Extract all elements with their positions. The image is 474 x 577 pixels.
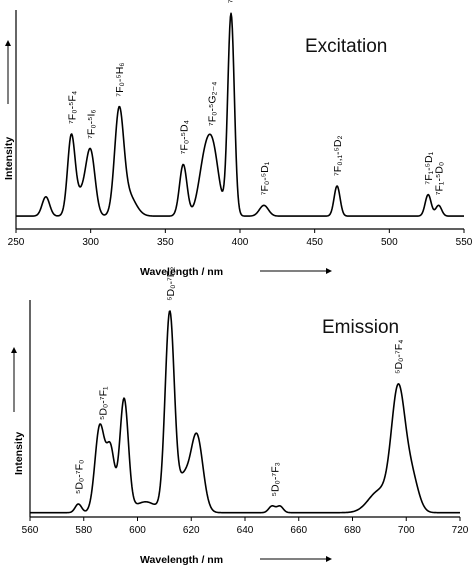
emission-panel: 560 580 600 620 640 660 680 700 720 ⁵D₀-⁷F₀⁵D₀-⁷… (11, 267, 469, 566)
excitation-x-ticks: 250 300 350 400 450 500 550 (8, 229, 473, 248)
emission-x-tick-label: 660 (290, 525, 307, 536)
emission-peak-label: ⁵D₀-⁷F₂ (165, 267, 177, 301)
excitation-peak-labels: ⁷F₀-⁵F₄ ⁷F₀-⁵I₆ ⁷F₀-⁵H₆ ⁷F₀-⁵D₄ ⁷F₀-⁵G₂₋₄ ⁷F₀… (66, 0, 445, 195)
excitation-peak-label: ⁷F₀-⁵L₆ (226, 0, 238, 3)
excitation-x-tick-label: 550 (456, 237, 473, 248)
emission-series-line (29, 310, 461, 514)
excitation-x-label: Wavelength / nm (140, 266, 223, 278)
excitation-x-tick-label: 250 (8, 237, 25, 248)
excitation-y-label: Intensity (3, 137, 15, 180)
emission-peak-label: ⁵D₀-⁷F₁ (98, 386, 110, 420)
excitation-panel: 250 300 350 400 450 500 550 ⁷F₀-⁵F₄⁷F₀-⁵I₆⁷F₀-… (3, 0, 473, 278)
excitation-x-tick-label: 500 (381, 237, 398, 248)
emission-x-tick-label: 580 (75, 525, 92, 536)
excitation-peak-label: ⁷F₀-⁵D₁ (259, 161, 271, 195)
emission-title: Emission (322, 317, 399, 338)
emission-x-arrow-head (326, 556, 332, 562)
excitation-peak-label: ⁷F₀,₁-⁵D₂ (332, 135, 344, 176)
emission-x-tick-label: 700 (398, 525, 415, 536)
excitation-x-tick-label: 300 (82, 237, 99, 248)
emission-x-tick-label: 640 (237, 525, 254, 536)
emission-peak-label: ⁵D₀-⁷F₀ (73, 460, 85, 494)
emission-x-tick-label: 560 (22, 525, 39, 536)
excitation-series-line (15, 12, 465, 217)
excitation-x-tick-label: 450 (306, 237, 323, 248)
emission-x-ticks: 560 580 600 620 640 660 680 700 720 (22, 517, 469, 536)
excitation-title: Excitation (305, 36, 387, 57)
emission-peak-label: ⁵D₀-⁷F₃ (270, 462, 282, 496)
excitation-x-tick-label: 400 (232, 237, 249, 248)
emission-y-label: Intensity (13, 432, 25, 475)
emission-x-tick-label: 600 (129, 525, 146, 536)
excitation-peak-label: ⁷F₁-⁵D₀ (434, 162, 446, 196)
emission-x-label: Wavelength / nm (140, 554, 223, 566)
emission-x-tick-label: 720 (452, 525, 469, 536)
excitation-x-tick-label: 350 (157, 237, 174, 248)
emission-y-arrow-head (11, 347, 17, 353)
excitation-peak-label: ⁷F₁-⁵D₁ (423, 151, 435, 184)
excitation-peak-label: ⁷F₀-⁵D₄ (178, 120, 190, 154)
excitation-peak-label: ⁷F₀-⁵G₂₋₄ (207, 82, 219, 127)
emission-peak-labels: ⁵D₀-⁷F₀ ⁵D₀-⁷F₁ ⁵D₀-⁷F₂ ⁵D₀-⁷F₃ ⁵D₀-⁷F₄ (73, 267, 405, 497)
emission-x-tick-label: 620 (183, 525, 200, 536)
excitation-peak-label: ⁷F₀-⁵I₆ (86, 109, 98, 139)
excitation-peak-label: ⁷F₀-⁵F₄ (66, 91, 78, 124)
emission-x-tick-label: 680 (344, 525, 361, 536)
excitation-peak-label: ⁷F₀-⁵H₆ (114, 62, 126, 96)
excitation-x-arrow-head (326, 268, 332, 274)
emission-peak-label: ⁵D₀-⁷F₄ (393, 340, 405, 374)
excitation-y-arrow-head (5, 40, 11, 46)
